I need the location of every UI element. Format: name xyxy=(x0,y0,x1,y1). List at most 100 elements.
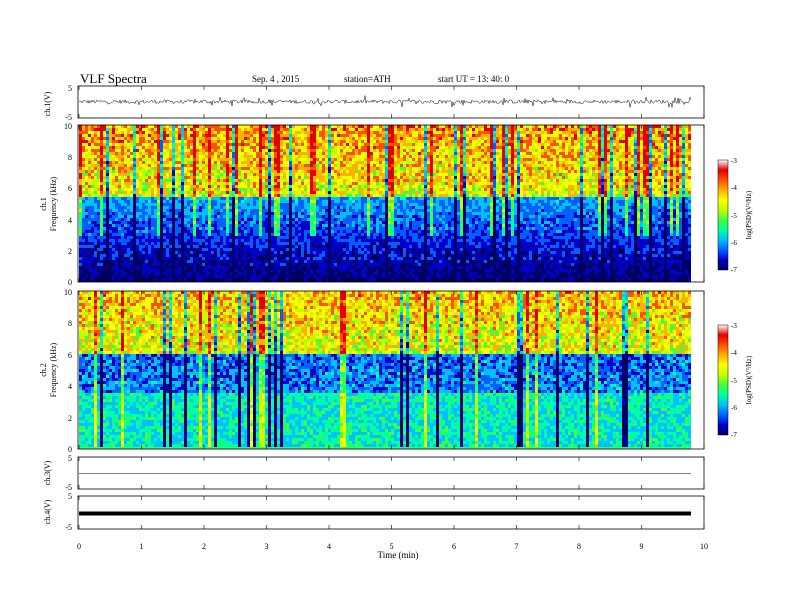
spectrogram-cell xyxy=(343,248,346,251)
spectrogram-cell xyxy=(223,137,226,140)
spectrogram-cell xyxy=(109,137,112,140)
spectrogram-cell xyxy=(136,158,139,161)
spectrogram-cell xyxy=(343,269,346,272)
spectrogram-cell xyxy=(145,152,148,155)
spectrogram-cell xyxy=(274,275,277,278)
spectrogram-cell xyxy=(286,260,289,263)
spectrogram-cell xyxy=(364,221,367,224)
spectrogram-cell xyxy=(109,128,112,131)
spectrogram-cell xyxy=(202,242,205,245)
spectrogram-cell xyxy=(298,242,301,245)
spectrogram-cell xyxy=(346,188,349,191)
spectrogram-cell xyxy=(229,251,232,254)
spectrogram-cell xyxy=(229,149,232,152)
spectrogram-cell xyxy=(169,209,172,212)
spectrogram-cell xyxy=(289,224,292,227)
spectrogram-cell xyxy=(352,137,355,140)
spectrogram-cell xyxy=(121,263,124,266)
spectrogram-cell xyxy=(226,155,229,158)
spectrogram-cell xyxy=(253,194,256,197)
spectrogram-cell xyxy=(310,263,313,266)
spectrogram-cell xyxy=(313,209,316,212)
spectrogram-cell xyxy=(79,236,82,239)
spectrogram-cell xyxy=(181,269,184,272)
spectrogram-cell xyxy=(187,266,190,269)
spectrogram-cell xyxy=(313,230,316,233)
spectrogram-cell xyxy=(103,194,106,197)
spectrogram-cell xyxy=(310,191,313,194)
spectrogram-cell xyxy=(178,155,181,158)
spectrogram-cell xyxy=(241,161,244,164)
spectrogram-cell xyxy=(295,191,298,194)
spectrogram-cell xyxy=(169,155,172,158)
spectrogram-cell xyxy=(241,164,244,167)
spectrogram-cell xyxy=(343,185,346,188)
spectrogram-cell xyxy=(217,182,220,185)
spectrogram-cell xyxy=(256,212,259,215)
spectrogram-cell xyxy=(319,266,322,269)
spectrogram-cell xyxy=(295,194,298,197)
spectrogram-cell xyxy=(85,182,88,185)
spectrogram-cell xyxy=(256,209,259,212)
spectrogram-cell xyxy=(94,227,97,230)
spectrogram-cell xyxy=(316,239,319,242)
spectrogram-cell xyxy=(316,149,319,152)
spectrogram-cell xyxy=(319,188,322,191)
spectrogram-cell xyxy=(79,161,82,164)
spectrogram-cell xyxy=(268,191,271,194)
spectrogram-cell xyxy=(253,140,256,143)
spectrogram-cell xyxy=(364,197,367,200)
spectrogram-cell xyxy=(295,125,298,128)
spectrogram-cell xyxy=(220,191,223,194)
spectrogram-cell xyxy=(322,248,325,251)
spectrogram-cell xyxy=(355,191,358,194)
spectrogram-cell xyxy=(211,248,214,251)
spectrogram-cell xyxy=(133,248,136,251)
spectrogram-cell xyxy=(184,128,187,131)
spectrogram-cell xyxy=(307,167,310,170)
spectrogram-cell xyxy=(274,155,277,158)
spectrogram-cell xyxy=(208,188,211,191)
spectrogram-cell xyxy=(235,230,238,233)
spectrogram-cell xyxy=(352,278,355,281)
spectrogram-cell xyxy=(94,239,97,242)
spectrogram-cell xyxy=(301,212,304,215)
spectrogram-cell xyxy=(184,203,187,206)
spectrogram-cell xyxy=(148,134,151,137)
spectrogram-cell xyxy=(352,212,355,215)
spectrogram-cell xyxy=(199,215,202,218)
spectrogram-cell xyxy=(193,275,196,278)
spectrogram-cell xyxy=(274,197,277,200)
spectrogram-cell xyxy=(250,134,253,137)
spectrogram-cell xyxy=(274,137,277,140)
spectrogram-cell xyxy=(331,206,334,209)
spectrogram-cell xyxy=(88,239,91,242)
spectrogram-cell xyxy=(190,200,193,203)
spectrogram-cell xyxy=(292,176,295,179)
spectrogram-cell xyxy=(133,233,136,236)
spectrogram-cell xyxy=(211,260,214,263)
spectrogram-cell xyxy=(142,191,145,194)
spectrogram-cell xyxy=(268,161,271,164)
spectrogram-cell xyxy=(322,254,325,257)
spectrogram-cell xyxy=(307,209,310,212)
spectrogram-cell xyxy=(232,230,235,233)
spectrogram-cell xyxy=(103,164,106,167)
spectrogram-cell xyxy=(259,251,262,254)
spectrogram-cell xyxy=(94,161,97,164)
spectrogram-cell xyxy=(109,149,112,152)
spectrogram-cell xyxy=(364,227,367,230)
spectrogram-cell xyxy=(157,128,160,131)
spectrogram-cell xyxy=(337,239,340,242)
spectrogram-cell xyxy=(241,221,244,224)
spectrogram-cell xyxy=(292,272,295,275)
spectrogram-cell xyxy=(304,221,307,224)
spectrogram-cell xyxy=(283,209,286,212)
spectrogram-cell xyxy=(199,134,202,137)
spectrogram-cell xyxy=(88,197,91,200)
spectrogram-cell xyxy=(241,176,244,179)
spectrogram-cell xyxy=(322,179,325,182)
spectrogram-cell xyxy=(313,182,316,185)
spectrogram-cell xyxy=(295,134,298,137)
spectrogram-cell xyxy=(97,260,100,263)
